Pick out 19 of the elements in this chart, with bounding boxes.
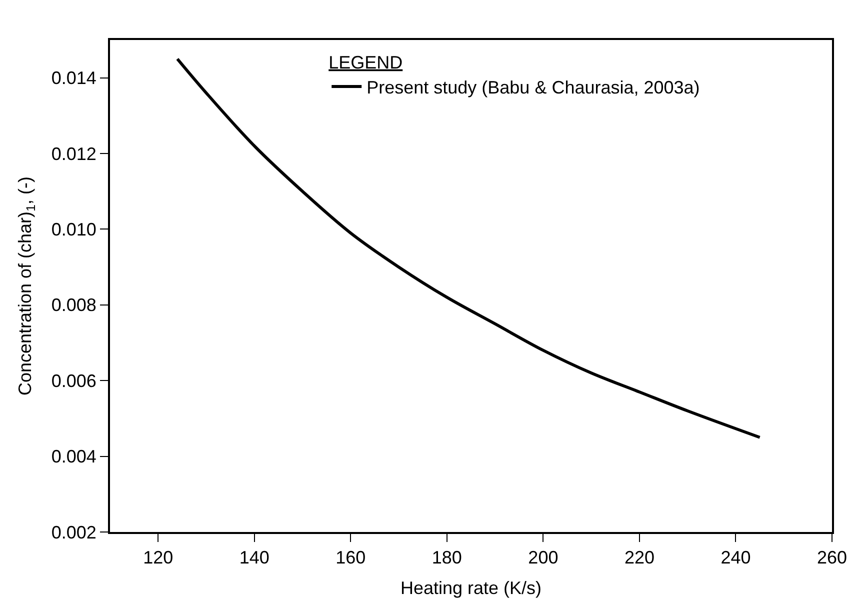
x-tick-label: 260 <box>816 548 848 568</box>
legend-label: Present study (Babu & Chaurasia, 2003a) <box>366 78 700 98</box>
x-tick-label: 160 <box>336 548 366 568</box>
legend-title: LEGEND <box>328 52 403 72</box>
y-tick-label: 0.004 <box>51 446 96 467</box>
y-tick-label: 0.006 <box>51 370 96 391</box>
y-tick-label: 0.008 <box>51 295 96 316</box>
y-tick-label: 0.014 <box>51 68 96 88</box>
y-tick-label: 0.012 <box>51 144 96 164</box>
line-series <box>176 57 762 439</box>
x-tick-label: 120 <box>143 548 174 568</box>
x-tick-label: 200 <box>528 548 558 568</box>
x-tick-label: 140 <box>239 548 270 568</box>
x-tick-label: 240 <box>720 548 751 568</box>
y-tick-label: 0.002 <box>51 522 96 542</box>
x-tick-label: 220 <box>624 548 654 568</box>
x-axis-title: Heating rate (K/s) <box>400 578 542 598</box>
y-tick-label: 0.010 <box>51 220 96 240</box>
x-tick-label: 180 <box>432 548 462 568</box>
